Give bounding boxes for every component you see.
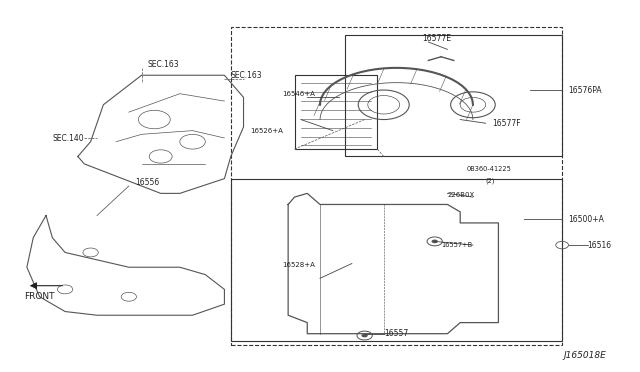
Text: FRONT: FRONT — [24, 292, 55, 301]
Text: (2): (2) — [486, 177, 495, 184]
Text: SEC.163: SEC.163 — [231, 71, 262, 80]
Text: 16516: 16516 — [588, 241, 612, 250]
Text: 16557+B: 16557+B — [441, 242, 472, 248]
Text: J165018E: J165018E — [564, 350, 607, 359]
Circle shape — [362, 334, 368, 337]
Text: SEC.163: SEC.163 — [148, 60, 180, 69]
Circle shape — [431, 240, 438, 243]
Text: 16528+A: 16528+A — [282, 262, 315, 268]
Bar — [346, 35, 562, 157]
Text: 16526+A: 16526+A — [250, 128, 283, 134]
Text: 16556: 16556 — [135, 178, 159, 187]
Text: 16576PA: 16576PA — [568, 86, 602, 94]
Bar — [294, 75, 378, 149]
Text: 16557: 16557 — [384, 329, 408, 338]
Text: 226B0X: 226B0X — [447, 192, 475, 198]
Text: SEC.140: SEC.140 — [52, 134, 84, 142]
Text: 16577F: 16577F — [492, 119, 521, 128]
Bar — [231, 179, 562, 341]
Text: 0B360-41225: 0B360-41225 — [467, 166, 511, 172]
Text: 16546+A: 16546+A — [282, 91, 315, 97]
Text: 16577E: 16577E — [422, 34, 451, 43]
Bar — [231, 27, 562, 345]
Text: 16500+A: 16500+A — [568, 215, 604, 224]
